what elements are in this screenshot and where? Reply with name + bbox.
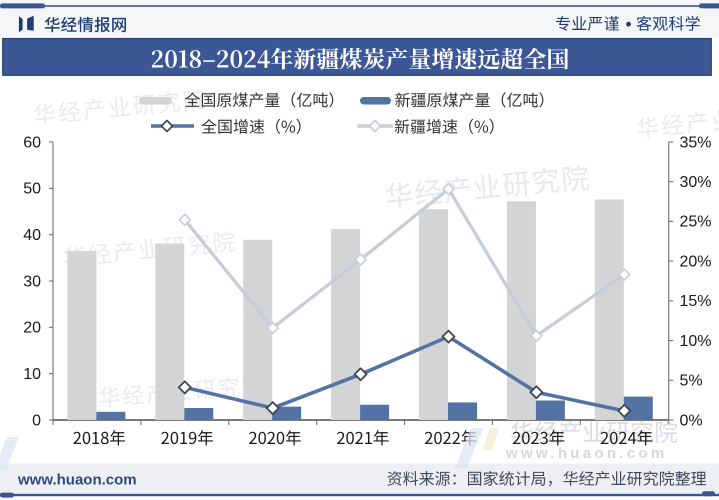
svg-text:60: 60 [23, 134, 41, 151]
svg-text:25%: 25% [680, 214, 712, 231]
svg-text:50: 50 [23, 181, 41, 198]
svg-text:15%: 15% [680, 293, 712, 310]
svg-text:40: 40 [23, 227, 41, 244]
svg-text:10: 10 [23, 366, 41, 383]
svg-text:www.huaon.com: www.huaon.com [17, 472, 137, 489]
svg-text:30%: 30% [680, 174, 712, 191]
svg-text:35%: 35% [680, 134, 712, 151]
svg-text:20: 20 [23, 320, 41, 337]
svg-text:30: 30 [23, 273, 41, 290]
svg-text:20%: 20% [680, 253, 712, 270]
svg-text:0%: 0% [680, 412, 703, 429]
svg-text:0: 0 [32, 412, 41, 429]
svg-text:www.huaon.com: www.huaon.com [505, 445, 668, 462]
svg-text:10%: 10% [680, 333, 712, 350]
svg-text:5%: 5% [680, 373, 703, 390]
